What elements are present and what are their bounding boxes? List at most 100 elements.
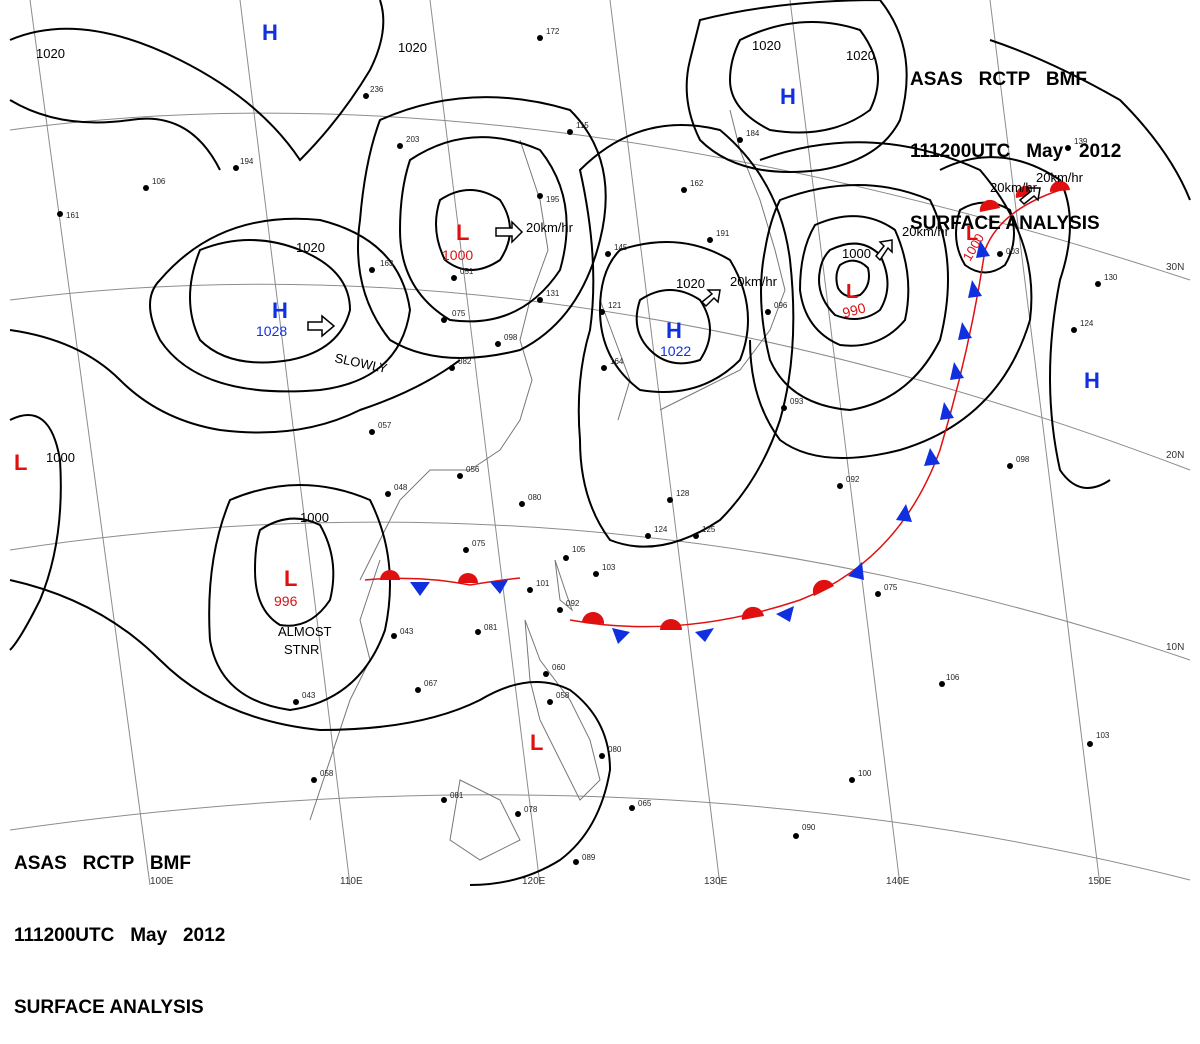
svg-text:103: 103 [1096,731,1110,740]
station-plot: 106 [939,673,960,687]
svg-text:098: 098 [504,333,518,342]
header-title-line: SURFACE ANALYSIS [910,213,1100,234]
svg-text:106: 106 [946,673,960,682]
station-plot: 161 [57,211,80,220]
header-time-line: 111200UTC May 2012 [910,141,1122,162]
svg-text:124: 124 [654,525,668,534]
isobar [749,141,1033,459]
lon-label: 130E [704,876,728,887]
station-plot: 098 [495,333,518,347]
svg-text:003: 003 [1006,247,1020,256]
isobar [989,39,1191,201]
cold-front-barb [848,562,864,580]
station-plot: 078 [515,805,538,817]
svg-text:090: 090 [802,823,816,832]
low-center-marker: L [284,566,297,591]
low-center-marker: L [846,281,858,303]
svg-text:195: 195 [546,195,560,204]
svg-text:131: 131 [546,289,560,298]
high-center-pressure: 1022 [660,343,691,359]
station-plot: 075 [875,583,898,597]
latitude-line-0 [9,794,1191,881]
latitude-line-20n [9,283,1191,471]
lon-label: 110E [340,876,363,887]
svg-text:081: 081 [450,791,464,800]
isobar-label: 1000 [842,246,871,261]
motion-arrow [307,314,336,338]
motion-label: 20km/hr [902,224,950,239]
svg-text:043: 043 [400,627,414,636]
station-plot: 139 [1065,137,1088,151]
station-plot: 043 [391,627,414,639]
longitude-line-150e [989,0,1101,886]
svg-text:124: 124 [1080,319,1094,328]
station-plot: 096 [765,301,788,315]
cold-front-barb [968,280,982,298]
svg-text:236: 236 [370,85,384,94]
warm-front-bump [660,619,682,630]
header-time-line: 111200UTC May 2012 [14,925,226,946]
station-plot: 060 [543,663,566,677]
svg-text:096: 096 [774,301,788,310]
isobar-labels: 1020 1020 1020 1020 1020 1020 1000 1000 … [36,38,875,525]
svg-text:191: 191 [716,229,730,238]
station-plot: 124 [645,525,668,539]
isobar [435,189,511,271]
motion-arrow [495,220,524,244]
isobar [9,579,612,886]
station-plot: 080 [599,745,622,759]
station-plot: 106 [143,177,166,191]
isobar-label: 1020 [676,276,705,291]
isobar [398,136,568,323]
isobar [685,0,908,173]
station-plot: 048 [385,483,408,497]
analysis-header-bottom: ASAS RCTP BMF 111200UTC May 2012 SURFACE… [14,804,225,1044]
station-plot: 093 [781,397,804,411]
station-plot: 081 [441,791,464,803]
warm-front-bump [812,579,834,596]
svg-text:100: 100 [858,769,872,778]
coastlines [309,109,786,861]
isobar-label: 1020 [398,40,427,55]
cold-front-barb [490,580,508,594]
motion-arrow [1018,187,1041,206]
lat-label: 30N [1166,262,1184,273]
svg-text:067: 067 [424,679,438,688]
svg-text:164: 164 [610,357,624,366]
station-plot: 056 [457,465,480,479]
station-plot: 164 [601,357,624,371]
warm-front-bump [582,611,605,624]
isobar [635,289,711,365]
isobar [357,96,607,359]
header-title-line: SURFACE ANALYSIS [14,997,204,1018]
longitude-line-100e [29,0,151,886]
surface-analysis-map: 100E 110E 120E 130E 140E 150E 30N 20N 10… [9,0,1191,887]
station-plot: 090 [793,823,816,839]
svg-text:101: 101 [536,579,550,588]
isobars [9,0,1191,886]
svg-text:163: 163 [380,259,394,268]
isobar-label: 1020 [36,46,65,61]
svg-text:128: 128 [676,489,690,498]
warm-front-bump [1049,180,1070,192]
high-center-marker: H [666,318,682,343]
station-plot: 067 [415,679,438,693]
isobar [818,242,889,320]
svg-text:162: 162 [690,179,704,188]
station-plot: 131 [537,289,560,303]
svg-text:058: 058 [320,769,334,778]
svg-text:172: 172 [546,27,560,36]
station-plot: 003 [997,247,1020,257]
longitude-line-120e [429,0,541,886]
high-center-marker: H [262,20,278,45]
svg-text:184: 184 [746,129,760,138]
cold-front-barb [958,322,972,340]
header-station-line: ASAS RCTP BMF [14,853,191,874]
analysis-header-top: ASAS RCTP BMF 111200UTC May 2012 SURFACE… [910,20,1121,260]
station-plot: 100 [849,769,872,783]
low-center-marker: L [966,223,978,245]
isobar [9,99,221,171]
svg-text:125: 125 [702,525,716,534]
motion-arrows [307,187,1041,338]
cold-front-barb [924,448,940,466]
